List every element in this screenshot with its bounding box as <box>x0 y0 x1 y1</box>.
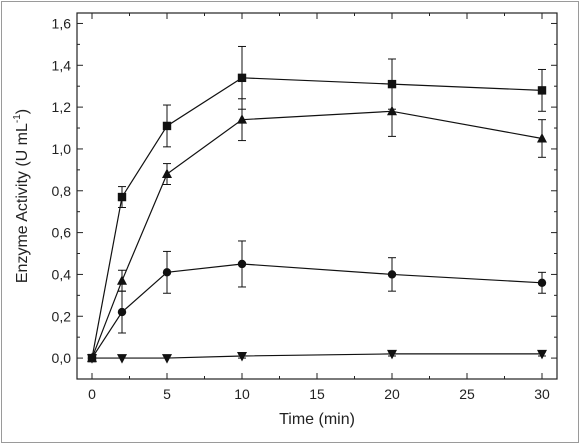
series-circle <box>87 240 547 363</box>
y-tick-label: 0,0 <box>52 350 72 366</box>
y-tick-label: 0,6 <box>52 225 72 241</box>
triangle-down-marker <box>162 354 172 364</box>
x-tick-label: 0 <box>88 386 96 402</box>
circle-marker <box>387 270 397 279</box>
y-tick-label: 1,6 <box>52 15 72 31</box>
plot-area <box>76 12 558 380</box>
series-line <box>91 263 543 359</box>
circle-marker <box>537 278 547 287</box>
square-marker <box>387 79 397 89</box>
series-triangle-up <box>87 85 547 363</box>
x-tick-label: 5 <box>163 386 171 402</box>
series-line <box>92 353 542 359</box>
series-line <box>91 77 543 359</box>
triangle-down-marker <box>117 354 127 364</box>
y-axis-title-close: ) <box>14 109 31 114</box>
circle-marker <box>237 259 247 269</box>
y-tick-label: 1,4 <box>52 57 72 73</box>
y-tick-label: 1,0 <box>52 141 72 157</box>
triangle-up-marker <box>387 105 397 116</box>
x-tick-label: 30 <box>534 386 550 402</box>
y-axis-ticks: 0,0 0,2 0,4 0,6 0,8 1,0 1,2 1,4 1,6 <box>52 15 557 366</box>
x-tick-label: 10 <box>234 386 250 402</box>
triangle-up-marker <box>237 114 247 124</box>
x-tick-label: 20 <box>384 386 400 402</box>
x-tick-label: 25 <box>459 386 475 402</box>
series-triangle-down <box>87 349 547 364</box>
triangle-down-marker <box>87 354 97 364</box>
square-marker <box>237 73 247 83</box>
y-tick-label: 0,2 <box>52 308 72 324</box>
series-layer <box>87 45 547 364</box>
y-axis-title-main: Enzyme Activity (U mL <box>14 123 31 283</box>
x-axis-ticks: 0 5 10 15 20 25 30 <box>88 13 550 402</box>
square-marker <box>537 86 547 95</box>
series-square <box>87 45 547 363</box>
y-tick-label: 1,2 <box>52 99 72 115</box>
x-tick-label: 15 <box>309 386 325 402</box>
circle-marker <box>162 268 172 277</box>
triangle-down-marker <box>537 349 547 360</box>
triangle-down-marker <box>237 351 247 362</box>
y-axis-title-superscript: -1 <box>12 114 23 123</box>
x-axis-title: Time (min) <box>279 411 355 428</box>
series-line <box>91 110 543 359</box>
plot-border <box>76 12 558 380</box>
triangle-up-marker <box>117 275 127 285</box>
y-tick-label: 0,4 <box>52 266 72 282</box>
square-marker <box>162 121 172 131</box>
triangle-up-marker <box>162 168 172 179</box>
y-tick-label: 0,8 <box>52 183 72 199</box>
triangle-down-marker <box>387 349 397 360</box>
y-axis-title: Enzyme Activity (U mL-1) <box>12 109 31 283</box>
circle-marker <box>117 307 127 317</box>
square-marker <box>117 192 127 202</box>
triangle-up-marker <box>537 132 547 143</box>
